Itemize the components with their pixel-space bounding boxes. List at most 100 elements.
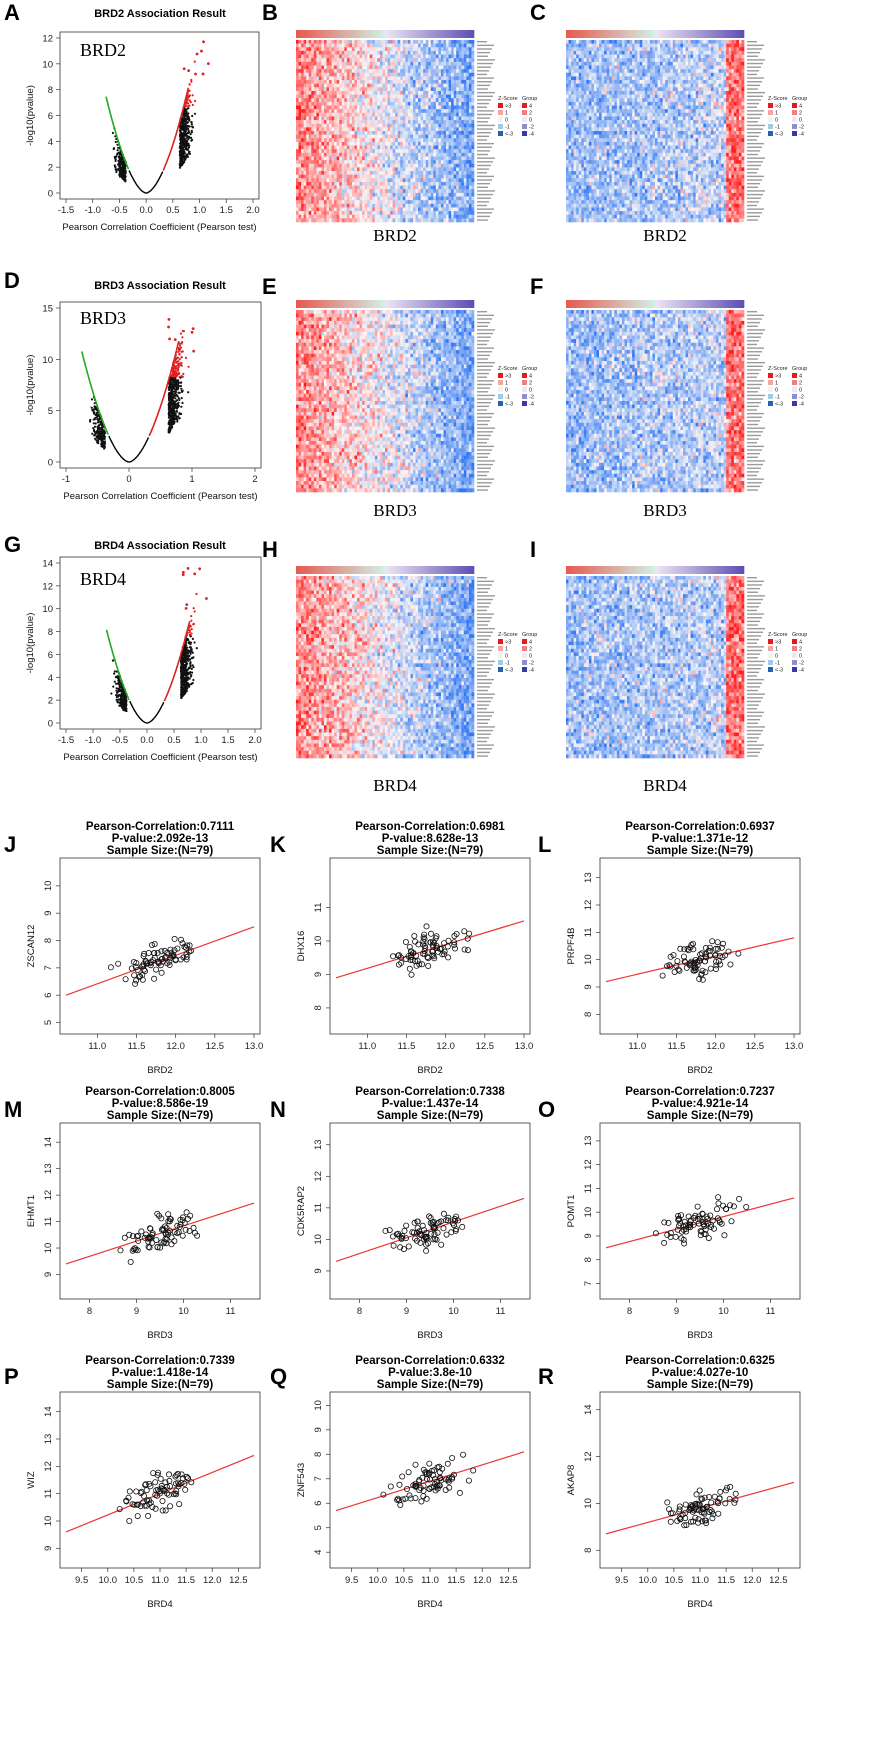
heatmap-cell — [309, 40, 312, 44]
heatmap-cell — [418, 44, 421, 48]
heatmap-cell — [423, 51, 426, 55]
heatmap-cell — [377, 40, 380, 44]
volcano-point — [117, 699, 119, 701]
group-cell — [332, 30, 335, 38]
volcano-point — [115, 171, 117, 173]
group-cell — [403, 30, 406, 38]
volcano-point — [193, 607, 195, 609]
heatmap-cell — [324, 47, 327, 51]
volcano-point — [171, 391, 173, 393]
heatmap-cell — [332, 51, 335, 55]
group-cell — [443, 30, 446, 38]
heatmap-cell — [390, 47, 393, 51]
volcano-point — [115, 160, 117, 162]
volcano-title: BRD3 Association Result — [94, 280, 226, 292]
volcano-point — [176, 417, 178, 419]
volcano-point — [174, 380, 176, 382]
heatmap-cell — [367, 44, 370, 48]
volcano-point — [119, 682, 121, 684]
group-cell — [400, 30, 403, 38]
heatmap-cell — [413, 55, 416, 59]
volcano-point — [181, 156, 183, 158]
heatmap-cell — [327, 44, 330, 48]
volcano-point — [177, 392, 179, 394]
heatmap-cell — [449, 40, 452, 44]
heatmap-cell — [400, 44, 403, 48]
volcano-point — [104, 438, 106, 440]
heatmap-cell — [456, 51, 459, 55]
group-cell — [311, 30, 314, 38]
volcano-point — [182, 694, 184, 696]
volcano-point — [114, 166, 116, 168]
volcano-point — [115, 156, 117, 158]
heatmap-cell — [311, 55, 314, 59]
heatmap-cell — [304, 55, 307, 59]
volcano-point — [180, 388, 182, 390]
heatmap-cell — [304, 47, 307, 51]
heatmap-cell — [413, 40, 416, 44]
heatmap-cell — [382, 44, 385, 48]
volcano-point — [119, 173, 121, 175]
group-cell — [380, 30, 383, 38]
volcano-point — [94, 405, 96, 407]
volcano-panel-A: A BRD2 Association Result-1.5 -1.0 -0.5 0.0 0… — [4, 0, 260, 233]
group-cell — [314, 30, 317, 38]
heatmap-cell — [367, 47, 370, 51]
volcano-point — [119, 690, 121, 692]
heatmap-cell — [347, 47, 350, 51]
heatmap-cell — [321, 44, 324, 48]
heatmap-cell — [431, 47, 434, 51]
heatmap-cell — [362, 47, 365, 51]
volcano-outlier — [187, 567, 190, 570]
volcano-point — [93, 429, 95, 431]
volcano-point — [96, 426, 98, 428]
heatmap-cell — [393, 47, 396, 51]
heatmap-cell — [347, 55, 350, 59]
heatmap-cell — [469, 47, 472, 51]
heatmap-cell — [413, 47, 416, 51]
volcano-point — [124, 180, 126, 182]
heatmap-cell — [438, 44, 441, 48]
volcano-point — [98, 427, 100, 429]
heatmap-cell — [337, 47, 340, 51]
volcano-point — [113, 673, 115, 675]
y-tick-label: 10 — [42, 355, 53, 366]
heatmap-cell — [416, 44, 419, 48]
volcano-point — [116, 144, 118, 146]
group-cell — [441, 30, 444, 38]
heatmap-cell — [438, 47, 441, 51]
volcano-point — [189, 664, 191, 666]
volcano-point — [119, 704, 121, 706]
volcano-point — [95, 414, 97, 416]
group-cell — [342, 30, 345, 38]
volcano-point — [179, 135, 181, 137]
heatmap-cell — [418, 47, 421, 51]
heatmap-cell — [410, 44, 413, 48]
heatmap-cell — [375, 47, 378, 51]
volcano-point — [169, 426, 171, 428]
heatmap-cell — [370, 44, 373, 48]
heatmap-cell — [337, 55, 340, 59]
volcano-point — [115, 690, 117, 692]
volcano-point — [179, 358, 181, 360]
volcano-point — [186, 662, 188, 664]
x-tick-label: -1 — [62, 474, 70, 485]
group-cell — [329, 30, 332, 38]
heatmap-cell — [296, 55, 299, 59]
group-cell — [309, 30, 312, 38]
heatmap-cell — [377, 44, 380, 48]
group-cell — [321, 30, 324, 38]
volcano-point — [168, 398, 170, 400]
group-cell — [352, 30, 355, 38]
heatmap-cell — [360, 51, 363, 55]
volcano-point — [125, 698, 127, 700]
heatmap-cell — [385, 47, 388, 51]
volcano-point — [184, 692, 186, 694]
volcano-point — [189, 629, 191, 631]
volcano-point — [114, 670, 116, 672]
volcano-point — [101, 444, 103, 446]
volcano-point — [168, 423, 170, 425]
heatmap-cell — [321, 55, 324, 59]
heatmap-cell — [426, 44, 429, 48]
heatmap-cell — [299, 55, 302, 59]
